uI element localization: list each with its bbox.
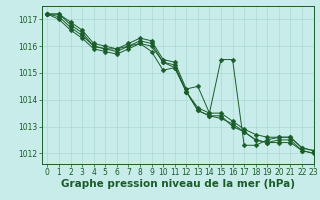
X-axis label: Graphe pression niveau de la mer (hPa): Graphe pression niveau de la mer (hPa) [60,179,295,189]
